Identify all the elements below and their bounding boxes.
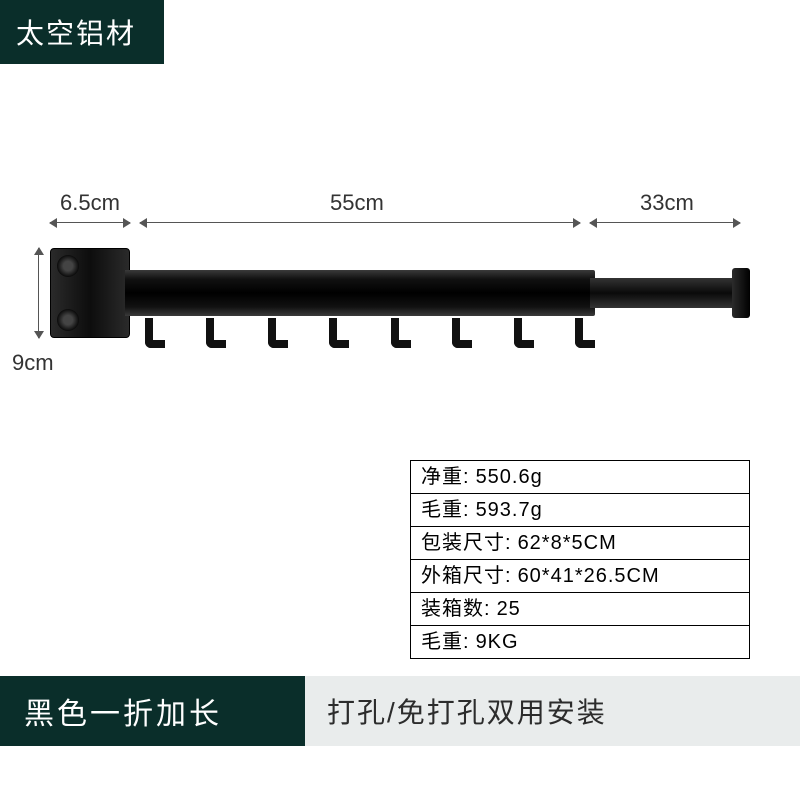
spec-value: 60*41*26.5CM [518, 560, 666, 592]
dim-label-mount-width: 6.5cm [60, 190, 120, 216]
spec-row: 毛重:9KG [411, 626, 749, 658]
top-dimension-bar: 6.5cm 55cm 33cm [40, 200, 760, 250]
spec-key: 净重: [411, 461, 476, 493]
hook [329, 318, 349, 348]
spec-row: 毛重:593.7g [411, 494, 749, 527]
hook [391, 318, 411, 348]
spec-key: 毛重: [411, 626, 476, 658]
dim-line-mount-width [50, 222, 130, 223]
spec-value: 550.6g [476, 461, 549, 493]
end-cap [732, 268, 750, 318]
dim-line-ext-length [590, 222, 740, 223]
spec-value: 25 [497, 593, 527, 625]
product-diagram: 6.5cm 55cm 33cm 9cm [40, 200, 760, 400]
install-subtitle: 打孔/免打孔双用安装 [305, 676, 800, 746]
spec-value: 593.7g [476, 494, 549, 526]
dim-label-height: 9cm [12, 350, 54, 376]
dim-label-ext-length: 33cm [640, 190, 694, 216]
spec-key: 毛重: [411, 494, 476, 526]
material-badge: 太空铝材 [0, 0, 164, 64]
hook [145, 318, 165, 348]
spec-row: 外箱尺寸:60*41*26.5CM [411, 560, 749, 593]
spec-value: 62*8*5CM [518, 527, 623, 559]
hook [514, 318, 534, 348]
dim-label-main-length: 55cm [330, 190, 384, 216]
spec-row: 包装尺寸:62*8*5CM [411, 527, 749, 560]
extension-bar [590, 278, 735, 308]
dim-line-height [38, 248, 39, 338]
main-bar [125, 270, 595, 316]
spec-key: 包装尺寸: [411, 527, 518, 559]
hook [575, 318, 595, 348]
mount-plate [50, 248, 130, 338]
spec-table: 净重:550.6g毛重:593.7g包装尺寸:62*8*5CM外箱尺寸:60*4… [410, 460, 750, 659]
variant-title: 黑色一折加长 [0, 676, 305, 746]
hook [452, 318, 472, 348]
dim-line-main-length [140, 222, 580, 223]
product-illustration [50, 248, 750, 338]
spec-row: 净重:550.6g [411, 461, 749, 494]
spec-row: 装箱数:25 [411, 593, 749, 626]
hooks-row [145, 316, 595, 352]
spec-value: 9KG [476, 626, 525, 658]
spec-key: 装箱数: [411, 593, 497, 625]
hook [268, 318, 288, 348]
hook [206, 318, 226, 348]
spec-key: 外箱尺寸: [411, 560, 518, 592]
bottom-bar: 黑色一折加长 打孔/免打孔双用安装 [0, 676, 800, 746]
